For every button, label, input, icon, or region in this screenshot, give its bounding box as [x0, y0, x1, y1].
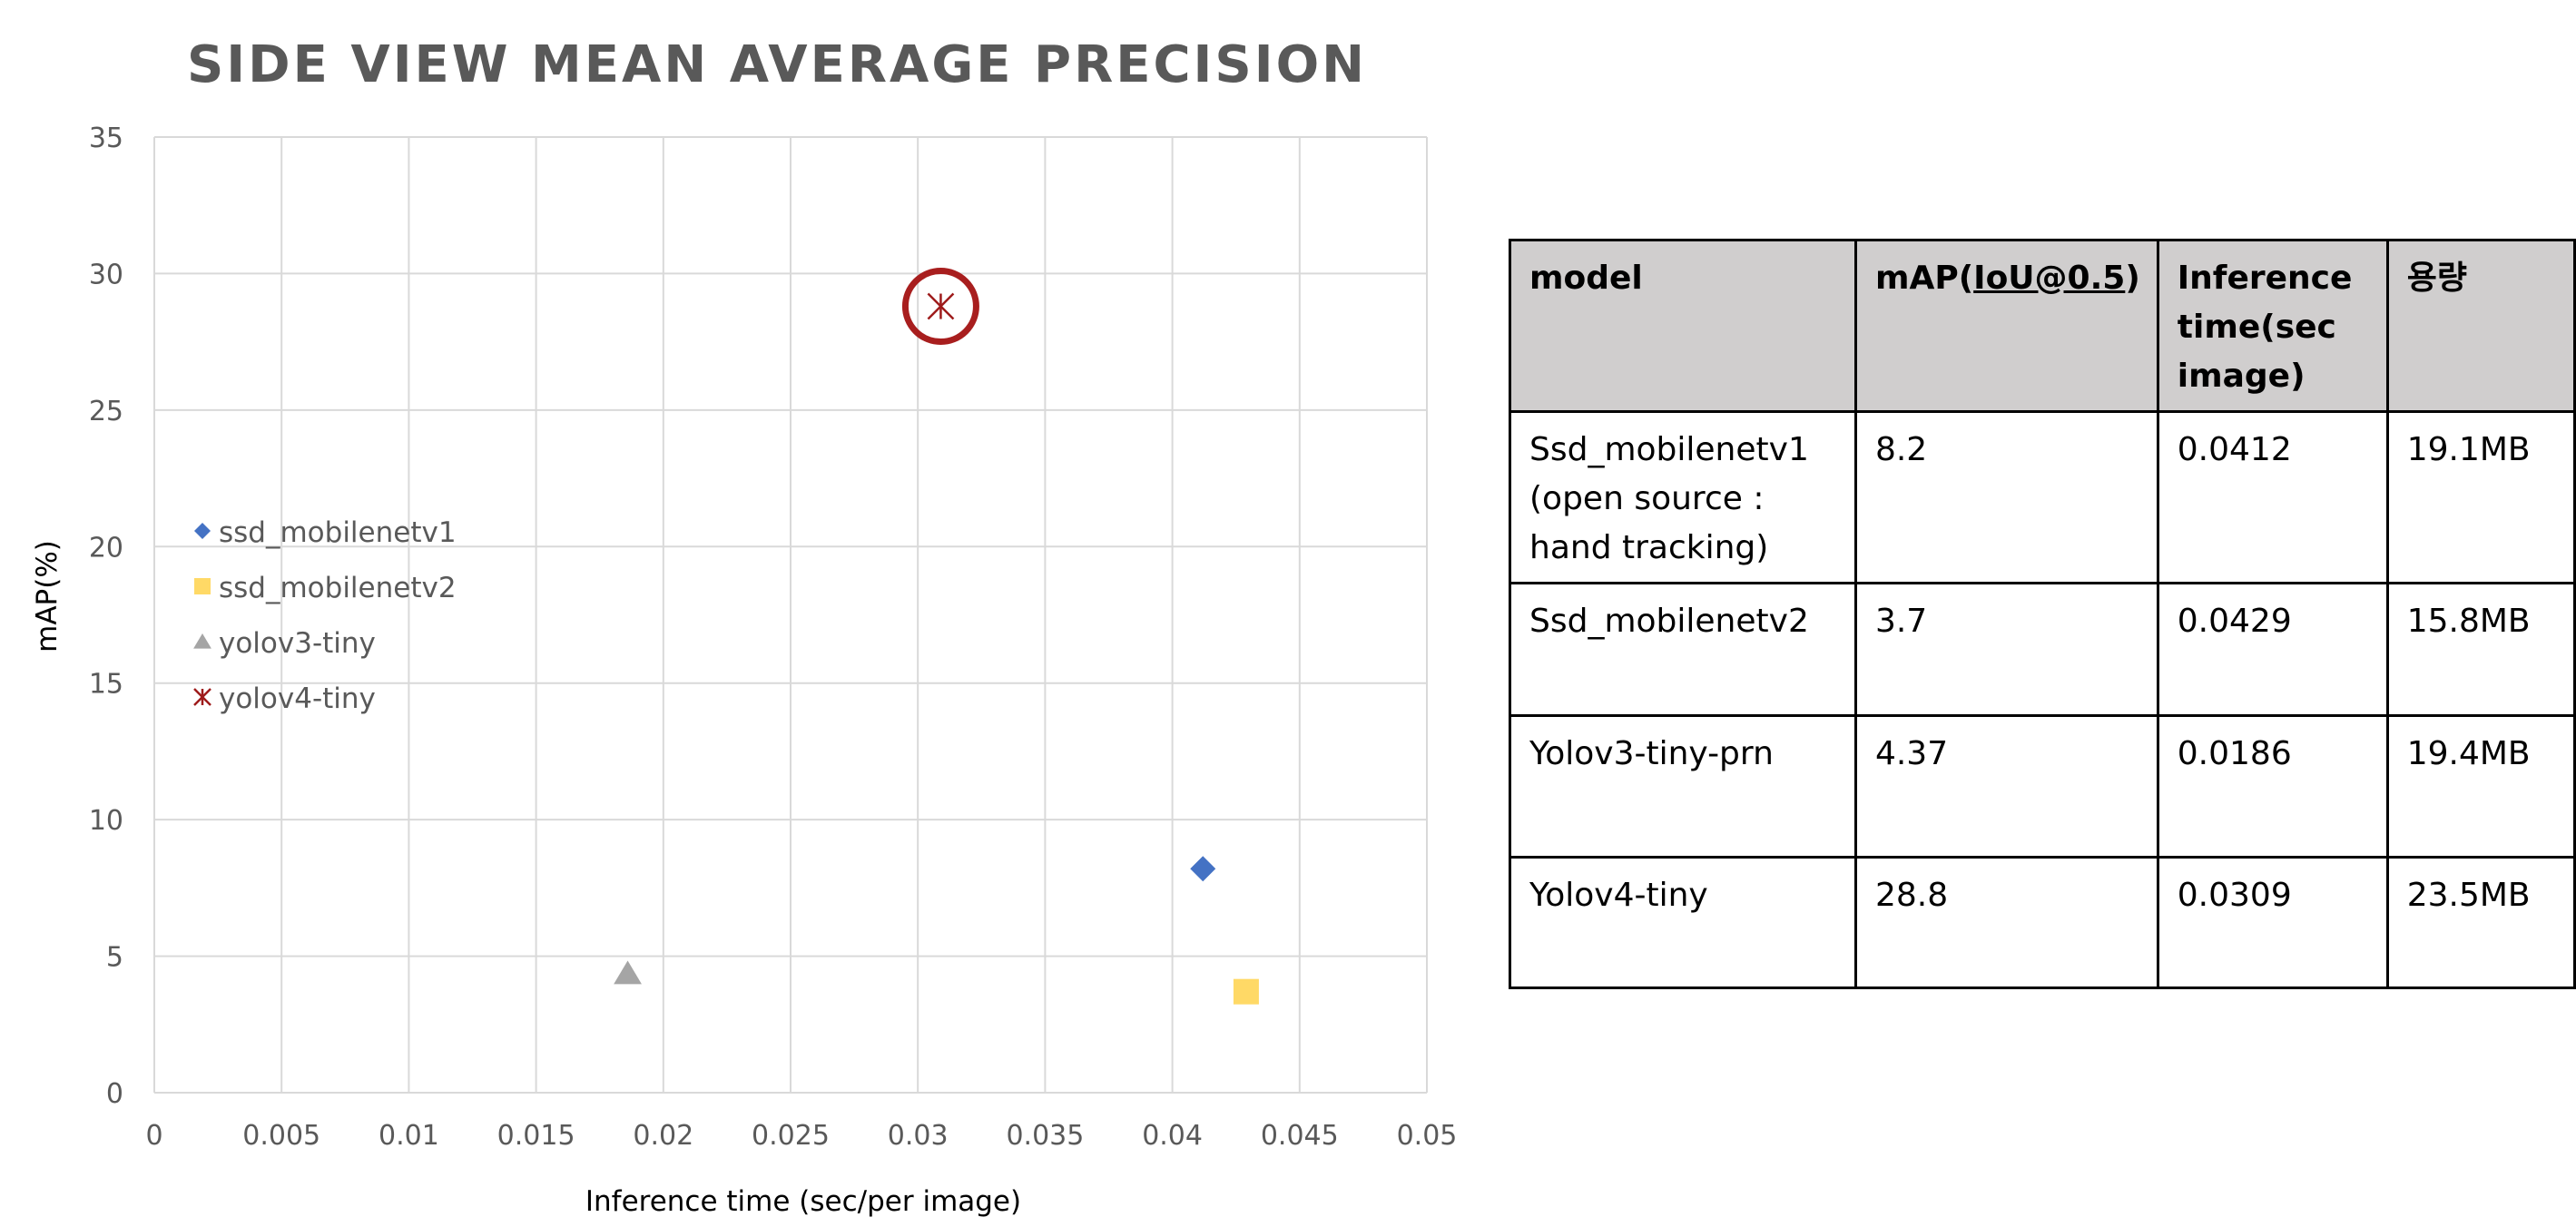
x-tick-label: 0.025 [752, 1120, 830, 1152]
x-tick-label: 0.04 [1142, 1120, 1203, 1152]
cell-map: 4.37 [1853, 714, 2159, 859]
legend-marker-yolov3-tiny [193, 633, 211, 649]
cell-capacity: 19.1MB [2385, 410, 2576, 584]
cell-model: Yolov4-tiny [1509, 856, 1857, 989]
chart-title: SIDE VIEW MEAN AVERAGE PRECISION [187, 35, 1367, 94]
x-axis-label: Inference time (sec/per image) [585, 1185, 1021, 1218]
cell-model: Ssd_mobilenetv2 [1509, 582, 1857, 717]
x-tick-label: 0.03 [888, 1120, 949, 1152]
data-points [614, 268, 1259, 1005]
table-row: Ssd_mobilenetv2 3.7 0.0429 15.8MB [1509, 582, 2576, 717]
x-tick-label: 0.045 [1261, 1120, 1339, 1152]
header-map-iou: IoU@0.5 [1973, 260, 2126, 297]
y-tick-label: 35 [89, 123, 123, 154]
cell-inference-time: 0.0429 [2156, 582, 2389, 717]
y-tick-label: 15 [89, 669, 123, 701]
x-tick-label: 0 [145, 1120, 162, 1152]
model-comparison-table-wrapper: model mAP(IoU@0.5) Inference time(sec im… [1509, 239, 2576, 989]
legend-marker-yolov4-tiny [193, 688, 211, 706]
scatter-chart: SIDE VIEW MEAN AVERAGE PRECISION 0 0.005 0… [31, 35, 1458, 1218]
data-point-yolov3-tiny [614, 960, 642, 985]
x-tick-label: 0.05 [1397, 1120, 1458, 1152]
x-tick-label: 0.005 [242, 1120, 320, 1152]
y-tick-label: 30 [89, 259, 123, 290]
cell-model: Yolov3-tiny-prn [1509, 714, 1857, 859]
header-map: mAP(IoU@0.5) [1853, 239, 2159, 413]
header-map-prefix: mAP( [1874, 260, 1974, 297]
chart-svg: SIDE VIEW MEAN AVERAGE PRECISION 0 0.005 0… [31, 35, 1458, 1218]
cell-capacity: 19.4MB [2385, 714, 2576, 859]
cell-map: 28.8 [1853, 856, 2159, 989]
legend-label: ssd_mobilenetv2 [219, 572, 457, 604]
table-row: Yolov3-tiny-prn 4.37 0.0186 19.4MB [1509, 714, 2576, 859]
grid [153, 136, 1428, 1094]
x-tick-label: 0.01 [379, 1120, 439, 1152]
y-tick-label: 20 [89, 532, 123, 564]
table-row: Yolov4-tiny 28.8 0.0309 23.5MB [1509, 856, 2576, 989]
highlight-circle [901, 268, 979, 346]
model-comparison-table: model mAP(IoU@0.5) Inference time(sec im… [1509, 239, 2576, 989]
cell-inference-time: 0.0186 [2156, 714, 2389, 859]
header-capacity: 용량 [2385, 239, 2576, 413]
data-point-ssd_mobilenetv1 [1190, 856, 1216, 882]
y-tick-label: 5 [106, 942, 123, 974]
cell-capacity: 15.8MB [2385, 582, 2576, 717]
cell-model: Ssd_mobilenetv1 (open source : hand trac… [1509, 410, 1857, 584]
cell-capacity: 23.5MB [2385, 856, 2576, 989]
x-tick-label: 0.015 [497, 1120, 575, 1152]
data-point-ssd_mobilenetv2 [1233, 978, 1259, 1005]
table-row: Ssd_mobilenetv1 (open source : hand trac… [1509, 410, 2576, 584]
y-axis-label: mAP(%) [31, 540, 64, 653]
legend-label: yolov4-tiny [219, 682, 376, 715]
y-tick-label: 0 [106, 1078, 123, 1110]
cell-map: 3.7 [1853, 582, 2159, 717]
cell-map: 8.2 [1853, 410, 2159, 584]
legend: ssd_mobilenetv1 ssd_mobilenetv2 yolov3-tin… [193, 516, 457, 715]
axes [153, 137, 1427, 1094]
legend-marker-ssd_mobilenetv1 [194, 523, 211, 539]
tick-labels: 0 0.005 0.01 0.015 0.02 0.025 0.03 0.035 0.04 0.0… [89, 123, 1458, 1152]
table-header-row: model mAP(IoU@0.5) Inference time(sec im… [1509, 239, 2576, 413]
x-tick-label: 0.035 [1006, 1120, 1084, 1152]
header-inference-time: Inference time(sec image) [2156, 239, 2389, 413]
legend-label: ssd_mobilenetv1 [219, 516, 457, 549]
header-map-suffix: ) [2125, 260, 2140, 297]
cell-inference-time: 0.0309 [2156, 856, 2389, 989]
x-tick-label: 0.02 [633, 1120, 693, 1152]
cell-inference-time: 0.0412 [2156, 410, 2389, 584]
legend-label: yolov3-tiny [219, 627, 376, 660]
legend-marker-ssd_mobilenetv2 [194, 578, 211, 594]
y-tick-label: 10 [89, 805, 123, 837]
header-model: model [1509, 239, 1857, 413]
data-point-yolov4-tiny [927, 292, 955, 320]
y-tick-label: 25 [89, 396, 123, 427]
